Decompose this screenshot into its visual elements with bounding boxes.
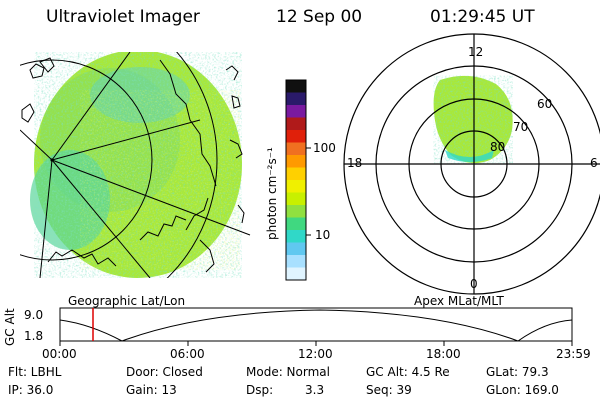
- status-seq: Seq: 39: [366, 383, 412, 397]
- status-dsp-label: Dsp:: [246, 383, 274, 397]
- status-ip: IP: 36.0: [8, 383, 54, 397]
- mlt-label-0: 0: [470, 277, 478, 291]
- auroral-oval: [433, 75, 513, 164]
- colorbar: [286, 80, 306, 281]
- mlt-label-18: 18: [347, 156, 363, 170]
- altitude-plot: [59, 307, 573, 346]
- colorbar-band: [286, 192, 306, 206]
- status-door: Door: Closed: [126, 365, 203, 379]
- xtick-1800: 18:00: [426, 347, 461, 361]
- polar-plot: [343, 33, 600, 295]
- status-glat: GLat: 79.3: [486, 365, 549, 379]
- geographic-image: [20, 52, 251, 278]
- colorbar-band: [286, 92, 306, 106]
- mlt-label-6: 6: [590, 156, 598, 170]
- colorbar-band: [286, 205, 306, 218]
- altitude-ytick-bottom: 1.8: [24, 329, 44, 343]
- date-label: 12 Sep 00: [276, 7, 363, 27]
- time-label: 01:29:45 UT: [430, 7, 535, 27]
- geographic-caption: Geographic Lat/Lon: [68, 294, 186, 308]
- xtick-0600: 06:00: [170, 347, 205, 361]
- colorbar-band: [286, 242, 306, 256]
- xtick-1200: 12:00: [298, 347, 333, 361]
- status-filter: Flt: LBHL: [8, 365, 62, 379]
- colorbar-unit-label: photon cm⁻²s⁻¹: [265, 147, 279, 240]
- xtick-0000: 00:00: [42, 347, 77, 361]
- status-glon: GLon: 169.0: [486, 383, 559, 397]
- colorbar-band: [286, 180, 306, 193]
- lat-label-80: 80: [490, 140, 506, 154]
- colorbar-band: [286, 105, 306, 118]
- colorbar-band: [286, 117, 306, 131]
- lat-label-60: 60: [537, 97, 553, 111]
- altitude-ylabel: GC Alt: [3, 308, 17, 346]
- colorbar-tick-10: 10: [315, 228, 331, 242]
- colorbar-band: [286, 167, 306, 181]
- colorbar-band: [286, 80, 306, 93]
- status-gain: Gain: 13: [126, 383, 177, 397]
- colorbar-band: [286, 217, 306, 231]
- colorbar-band: [286, 142, 306, 156]
- colorbar-band: [286, 230, 306, 243]
- colorbar-frame: [285, 79, 307, 281]
- mlt-label-12: 12: [468, 45, 484, 59]
- colorbar-band: [286, 130, 306, 143]
- status-mode: Mode: Normal: [246, 365, 330, 379]
- altitude-ytick-top: 9.0: [24, 308, 44, 322]
- apex-caption: Apex MLat/MLT: [414, 294, 504, 308]
- colorbar-band: [286, 255, 306, 268]
- instrument-title: Ultraviolet Imager: [46, 7, 200, 27]
- status-dsp-value: 3.3: [305, 383, 325, 397]
- colorbar-ticks: [306, 147, 311, 236]
- colorbar-band: [286, 155, 306, 168]
- lat-label-70: 70: [513, 120, 529, 134]
- colorbar-band: [286, 267, 306, 281]
- colorbar-tick-100: 100: [313, 141, 336, 155]
- xtick-2359: 23:59: [556, 347, 591, 361]
- status-gc-alt: GC Alt: 4.5 Re: [366, 365, 450, 379]
